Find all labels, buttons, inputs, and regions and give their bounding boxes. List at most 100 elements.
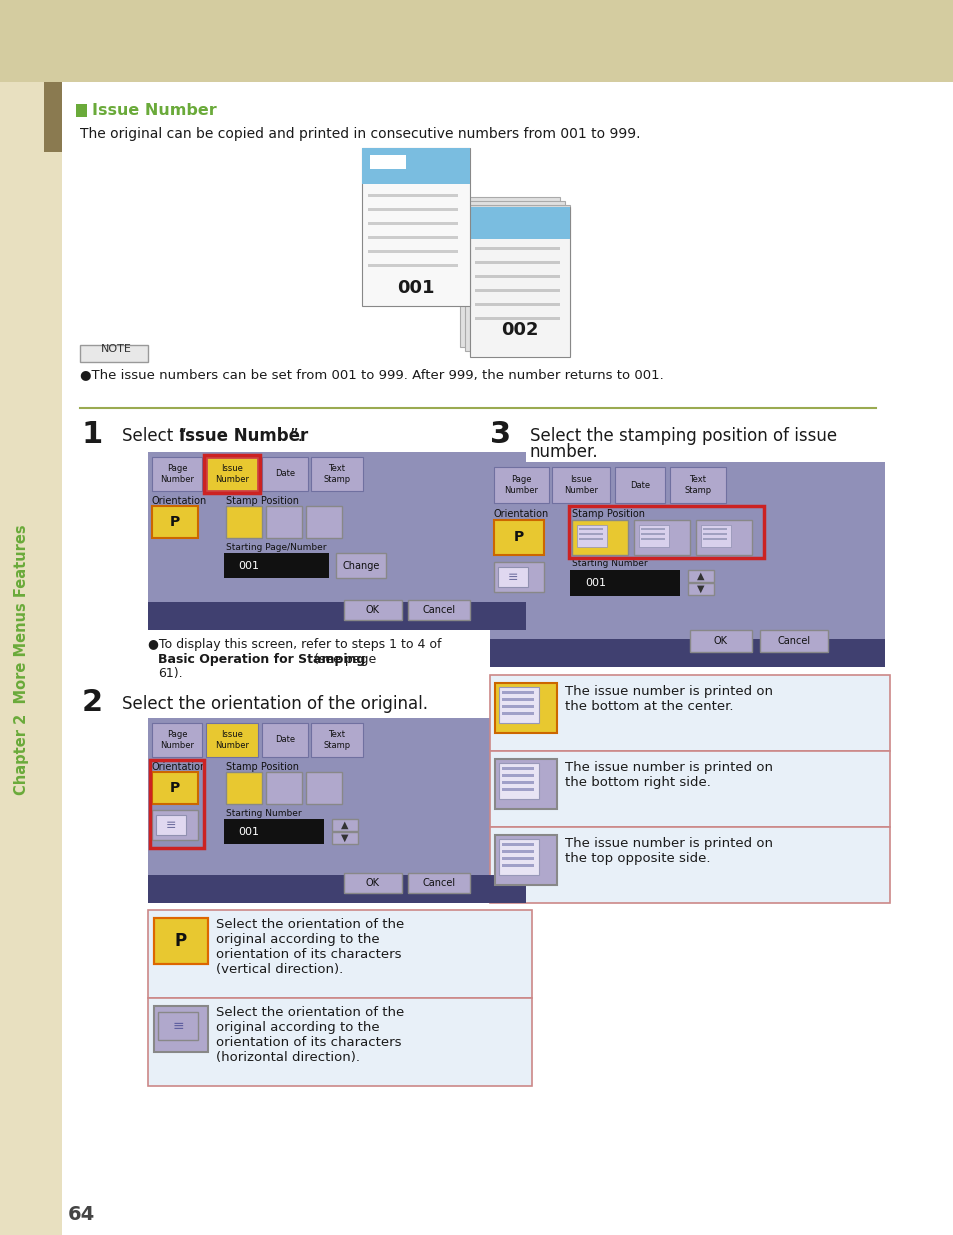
- Text: Stamp Position: Stamp Position: [226, 762, 298, 772]
- Bar: [306, 506, 341, 538]
- Bar: [344, 600, 401, 620]
- Bar: [266, 506, 302, 538]
- Text: P: P: [174, 932, 187, 950]
- Bar: [640, 538, 664, 540]
- Text: Issue
Number: Issue Number: [563, 475, 598, 495]
- Text: Stamp Position: Stamp Position: [226, 496, 298, 506]
- Text: ●The issue numbers can be set from 001 to 999. After 999, the number returns to : ●The issue numbers can be set from 001 t…: [80, 368, 663, 382]
- Bar: [368, 194, 457, 198]
- Bar: [501, 844, 534, 846]
- Text: (see page: (see page: [310, 653, 375, 666]
- Bar: [498, 687, 538, 722]
- Text: Cancel: Cancel: [422, 878, 456, 888]
- Bar: [311, 457, 363, 492]
- Bar: [361, 148, 470, 184]
- Bar: [475, 247, 559, 249]
- Text: 001: 001: [396, 279, 435, 296]
- Text: Text
Stamp: Text Stamp: [323, 464, 350, 484]
- Bar: [368, 236, 457, 240]
- Bar: [306, 772, 341, 804]
- Bar: [501, 692, 534, 694]
- Bar: [368, 222, 457, 225]
- Text: Select the stamping position of issue: Select the stamping position of issue: [530, 427, 836, 445]
- Bar: [344, 873, 401, 893]
- Bar: [490, 751, 889, 827]
- Bar: [569, 571, 679, 597]
- Text: OK: OK: [713, 636, 727, 646]
- Bar: [501, 767, 534, 769]
- Bar: [687, 571, 713, 582]
- Text: Starting Number: Starting Number: [226, 809, 301, 818]
- Text: Select “: Select “: [122, 427, 187, 445]
- Bar: [361, 148, 470, 306]
- Bar: [148, 998, 532, 1086]
- Text: 001: 001: [237, 827, 258, 837]
- Text: Basic Operation for Stamping: Basic Operation for Stamping: [158, 653, 365, 666]
- Bar: [156, 815, 186, 835]
- Text: ▼: ▼: [341, 832, 349, 844]
- Text: 001: 001: [584, 578, 605, 588]
- Text: P: P: [170, 781, 180, 795]
- Bar: [640, 534, 664, 535]
- Bar: [702, 534, 726, 535]
- Bar: [475, 275, 559, 278]
- Bar: [370, 156, 406, 169]
- Bar: [224, 819, 324, 844]
- Text: Date: Date: [629, 480, 649, 489]
- Text: The issue number is printed on
the bottom right side.: The issue number is printed on the botto…: [564, 761, 772, 789]
- Text: Page
Number: Page Number: [160, 464, 193, 484]
- Bar: [464, 201, 564, 351]
- Text: Orientation: Orientation: [152, 496, 207, 506]
- Bar: [475, 317, 559, 320]
- Text: Date: Date: [274, 469, 294, 478]
- Text: NOTE: NOTE: [100, 345, 132, 354]
- Bar: [497, 567, 527, 587]
- Bar: [150, 760, 204, 848]
- Bar: [204, 454, 260, 493]
- Bar: [475, 303, 559, 306]
- Text: 001: 001: [237, 561, 258, 571]
- Bar: [578, 534, 602, 535]
- Bar: [640, 529, 664, 530]
- Text: The original can be copied and printed in consecutive numbers from 001 to 999.: The original can be copied and printed i…: [80, 127, 639, 141]
- Text: number.: number.: [530, 443, 598, 461]
- Bar: [700, 525, 730, 547]
- Bar: [495, 760, 557, 809]
- Bar: [490, 638, 884, 667]
- Bar: [0, 0, 953, 82]
- Bar: [368, 249, 457, 253]
- Bar: [148, 910, 532, 998]
- Bar: [475, 289, 559, 291]
- Bar: [153, 1007, 208, 1052]
- Bar: [501, 781, 534, 784]
- Bar: [501, 774, 534, 777]
- Bar: [0, 82, 62, 1235]
- Text: Page
Number: Page Number: [503, 475, 537, 495]
- Bar: [475, 261, 559, 264]
- Bar: [501, 850, 534, 853]
- Bar: [490, 676, 889, 751]
- Bar: [408, 600, 470, 620]
- Text: OK: OK: [366, 605, 379, 615]
- Text: ≡: ≡: [507, 571, 517, 583]
- Text: Date: Date: [274, 736, 294, 745]
- Bar: [578, 529, 602, 530]
- Text: Stamp Position: Stamp Position: [572, 509, 644, 519]
- Bar: [689, 630, 751, 652]
- Text: Page
Number: Page Number: [160, 730, 193, 750]
- Text: 3: 3: [490, 420, 511, 450]
- Bar: [568, 506, 763, 558]
- Bar: [702, 538, 726, 540]
- Bar: [368, 264, 457, 267]
- Bar: [332, 832, 357, 844]
- Bar: [760, 630, 827, 652]
- Bar: [266, 772, 302, 804]
- Bar: [501, 857, 534, 860]
- Bar: [148, 452, 525, 630]
- Text: ”.: ”.: [290, 427, 304, 445]
- Bar: [224, 553, 329, 578]
- Text: 2: 2: [82, 688, 103, 718]
- Text: The issue number is printed on
the top opposite side.: The issue number is printed on the top o…: [564, 837, 772, 864]
- Bar: [148, 876, 525, 903]
- Text: Chapter 2  More Menus Features: Chapter 2 More Menus Features: [14, 525, 30, 795]
